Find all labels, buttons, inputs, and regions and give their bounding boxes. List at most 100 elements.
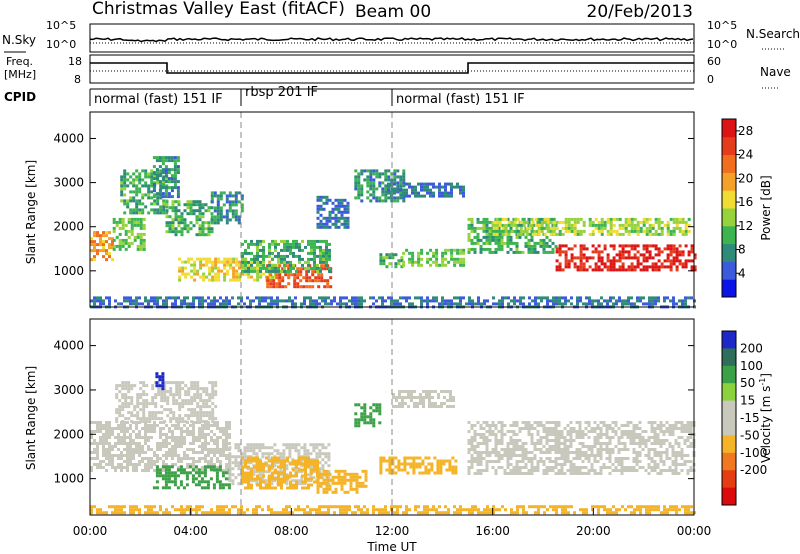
velocity-cell bbox=[566, 460, 570, 463]
velocity-cell bbox=[479, 460, 483, 463]
power-cell bbox=[210, 299, 213, 303]
power-cell bbox=[624, 299, 627, 303]
velocity-cell bbox=[153, 463, 156, 466]
velocity-cell bbox=[539, 436, 543, 439]
power-cell bbox=[600, 259, 604, 263]
power-cell bbox=[223, 257, 227, 261]
velocity-cell bbox=[157, 411, 161, 415]
power-cell bbox=[639, 262, 643, 266]
power-cell bbox=[156, 299, 159, 303]
power-cell bbox=[519, 229, 523, 233]
power-cell bbox=[99, 240, 102, 244]
power-cell bbox=[477, 299, 480, 303]
velocity-cell bbox=[497, 460, 501, 463]
power-cell bbox=[213, 296, 216, 300]
velocity-cell bbox=[225, 433, 228, 436]
power-cell bbox=[441, 254, 445, 258]
power-cell bbox=[609, 265, 613, 269]
power-cell bbox=[456, 182, 459, 186]
power-cell bbox=[299, 273, 303, 277]
power-cell bbox=[216, 212, 220, 216]
power-cell bbox=[141, 208, 145, 212]
velocity-cell bbox=[608, 454, 612, 457]
velocity-cell bbox=[331, 475, 335, 479]
power-cell bbox=[310, 266, 313, 270]
power-cell bbox=[426, 251, 430, 255]
velocity-cell bbox=[247, 459, 250, 463]
power-cell bbox=[303, 296, 306, 300]
velocity-cell bbox=[234, 458, 238, 462]
velocity-cell bbox=[271, 462, 274, 466]
velocity-cell bbox=[117, 466, 120, 469]
velocity-cell bbox=[124, 381, 128, 385]
velocity-cell bbox=[300, 464, 304, 468]
power-cell bbox=[606, 220, 610, 224]
power-cell bbox=[124, 247, 128, 251]
power-cell bbox=[399, 181, 403, 185]
power-cell bbox=[660, 226, 664, 230]
power-cell bbox=[213, 302, 216, 306]
velocity-cell bbox=[388, 468, 392, 472]
power-cell bbox=[189, 302, 192, 306]
velocity-cell bbox=[127, 387, 131, 391]
velocity-cell bbox=[530, 457, 534, 460]
power-cell bbox=[238, 266, 242, 270]
velocity-cell bbox=[241, 480, 244, 484]
power-cell bbox=[357, 175, 361, 179]
velocity-cell bbox=[304, 471, 307, 475]
velocity-cell bbox=[228, 464, 232, 468]
velocity-cell bbox=[343, 481, 347, 485]
power-cell bbox=[639, 268, 643, 272]
power-cell bbox=[153, 211, 157, 215]
power-cell bbox=[651, 299, 654, 303]
power-cell bbox=[378, 172, 382, 176]
power-cell bbox=[564, 220, 568, 224]
power-cell bbox=[283, 269, 286, 273]
velocity-cell bbox=[605, 445, 609, 448]
velocity-cell bbox=[515, 445, 519, 448]
power-cell bbox=[196, 272, 200, 276]
velocity-cell bbox=[626, 466, 630, 469]
power-cell bbox=[381, 296, 384, 300]
velocity-cell bbox=[118, 390, 122, 394]
power-cell bbox=[195, 203, 199, 207]
power-cell bbox=[657, 296, 660, 300]
power-cell bbox=[483, 299, 486, 303]
power-cell bbox=[681, 250, 685, 254]
velocity-cell bbox=[123, 448, 126, 451]
velocity-cell bbox=[138, 433, 141, 436]
velocity-cell bbox=[434, 390, 437, 393]
velocity-cell bbox=[611, 430, 615, 433]
velocity-cell bbox=[118, 414, 122, 418]
velocity-cell bbox=[228, 476, 232, 480]
power-cell bbox=[504, 226, 508, 230]
power-cell bbox=[307, 251, 310, 255]
power-cell bbox=[429, 188, 432, 192]
velocity-cell bbox=[563, 448, 567, 451]
power-cell bbox=[536, 250, 540, 254]
velocity-cell bbox=[521, 457, 525, 460]
velocity-cell bbox=[357, 424, 361, 428]
power-cell bbox=[186, 224, 190, 228]
velocity-cell bbox=[527, 469, 531, 472]
velocity-cell bbox=[211, 390, 215, 394]
velocity-cell bbox=[144, 439, 147, 442]
velocity-cell bbox=[174, 436, 177, 439]
power-cell bbox=[213, 209, 217, 213]
velocity-cell bbox=[253, 456, 256, 460]
velocity-cell bbox=[605, 430, 609, 433]
velocity-cell bbox=[629, 469, 633, 472]
power-cell bbox=[114, 299, 117, 303]
power-cell bbox=[527, 220, 531, 224]
power-cell bbox=[316, 216, 320, 220]
velocity-cell bbox=[190, 408, 194, 412]
power-cell bbox=[642, 256, 646, 260]
velocity-cell bbox=[142, 405, 146, 409]
power-cell bbox=[384, 169, 388, 173]
velocity-cell bbox=[124, 405, 128, 409]
velocity-cell bbox=[166, 408, 170, 412]
velocity-cell bbox=[304, 456, 307, 460]
power-cell bbox=[346, 201, 350, 205]
power-cell bbox=[165, 296, 168, 300]
power-cell bbox=[298, 245, 301, 249]
